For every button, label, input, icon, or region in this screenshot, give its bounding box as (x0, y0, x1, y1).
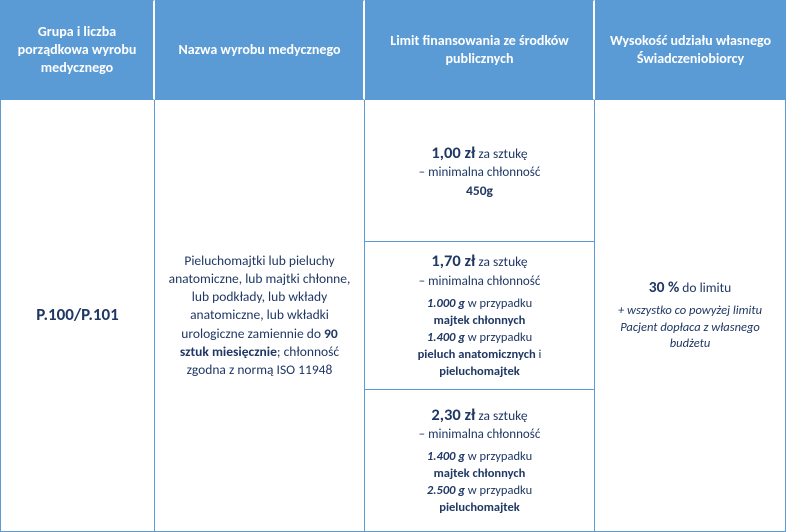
tier3-d1-val: 1.400 g (427, 449, 465, 464)
share-note: + wszystko co powyżej limitu Pacjent dop… (607, 303, 773, 354)
product-code: P.100/P.101 (36, 304, 118, 327)
cell-product-name: Pieluchomajtki lub pieluchy anatomiczne,… (155, 100, 365, 532)
cell-limits: 1,00 zł za sztukę – minimalna chłonność … (365, 100, 595, 532)
tier2-per: za sztukę (475, 253, 527, 270)
tier3-min-label: – minimalna chłonność (419, 426, 541, 444)
tier1-min-label: – minimalna chłonność (419, 164, 541, 182)
share-percent-line: 30 % do limitu (649, 278, 732, 299)
tier2-price-line: 1,70 zł za sztukę (431, 250, 527, 272)
tier3-d1-item: majtek chłonnych (434, 466, 526, 481)
tier2-d1-item: majtek chłonnych (434, 313, 526, 328)
tier2-min-label: – minimalna chłonność (419, 273, 541, 291)
cell-share: 30 % do limitu + wszystko co powyżej lim… (595, 100, 786, 532)
tier1-per: za sztukę (475, 145, 527, 162)
tier2-d1-val: 1.000 g (427, 296, 465, 311)
tier-2: 1,70 zł za sztukę – minimalna chłonność … (365, 242, 595, 389)
product-description: Pieluchomajtki lub pieluchy anatomiczne,… (167, 252, 352, 380)
tier2-d1-txt: w przypadku (465, 296, 532, 311)
cell-code: P.100/P.101 (0, 100, 155, 532)
tier3-d2-txt: w przypadku (465, 483, 532, 498)
pricing-table: Grupa i liczba porządkowa wyrobu medyczn… (0, 0, 786, 532)
share-percent: 30 % (649, 278, 680, 297)
header-col-group: Grupa i liczba porządkowa wyrobu medyczn… (0, 0, 155, 100)
header-col-share: Wysokość udziału własnego Świadczeniobio… (595, 0, 786, 100)
tier3-per: za sztukę (475, 407, 527, 424)
tier2-d2-item1: pieluch anatomicznych (418, 347, 536, 362)
header-col-name: Nazwa wyrobu medycznego (155, 0, 365, 100)
tier2-detail-2: 1.400 g w przypadku pieluch anatomicznyc… (418, 330, 542, 381)
tier3-price-line: 2,30 zł za sztukę (431, 404, 527, 426)
tier3-detail-2: 2.500 g w przypadku pieluchomajtek (427, 483, 532, 517)
tier2-d2-val: 1.400 g (427, 330, 465, 345)
tier3-detail-1: 1.400 g w przypadku majtek chłonnych (427, 449, 532, 483)
tier2-price: 1,70 zł (431, 251, 475, 271)
tier2-d2-item2: pieluchomajtek (439, 364, 520, 379)
tier3-d2-item: pieluchomajtek (439, 500, 520, 515)
tier-3: 2,30 zł za sztukę – minimalna chłonność … (365, 390, 595, 532)
table-body-row: P.100/P.101 Pieluchomajtki lub pieluchy … (0, 100, 786, 532)
tier2-d2-and: i (536, 347, 542, 362)
share-percent-sfx: do limitu (679, 279, 731, 296)
tier2-detail-1: 1.000 g w przypadku majtek chłonnych (427, 296, 532, 330)
tier1-price: 1,00 zł (431, 143, 475, 163)
table-header-row: Grupa i liczba porządkowa wyrobu medyczn… (0, 0, 786, 100)
tier1-min-value: 450g (466, 182, 493, 200)
header-col-limit: Limit finansowania ze środków publicznyc… (365, 0, 595, 100)
tier-1: 1,00 zł za sztukę – minimalna chłonność … (365, 100, 595, 242)
tier3-d1-txt: w przypadku (465, 449, 532, 464)
tier3-d2-val: 2.500 g (427, 483, 465, 498)
tier3-price: 2,30 zł (431, 405, 475, 425)
tier1-price-line: 1,00 zł za sztukę (431, 142, 527, 164)
tier2-d2-txt: w przypadku (465, 330, 532, 345)
